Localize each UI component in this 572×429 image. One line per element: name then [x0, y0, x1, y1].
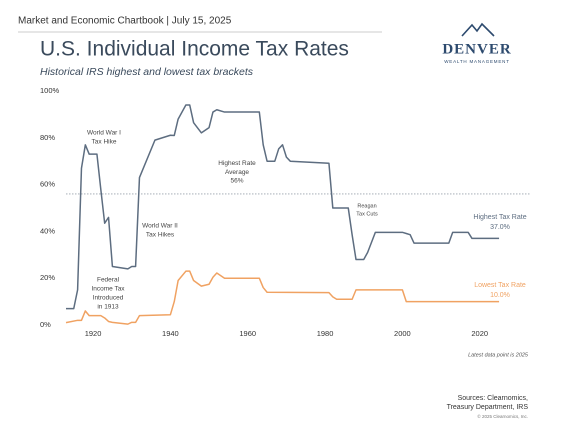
y-tick-label: 20%: [40, 273, 55, 282]
y-tick-label: 40%: [40, 226, 55, 235]
x-tick-label: 2000: [394, 329, 411, 338]
legend-label: Lowest Tax Rate: [474, 282, 526, 289]
logo-name: DENVER: [442, 41, 511, 57]
end-value-label: 37.0%: [490, 224, 510, 231]
annotation: World War II: [142, 223, 178, 230]
x-tick-label: 1940: [162, 329, 179, 338]
annotation: Introduced: [93, 295, 124, 302]
y-tick-label: 60%: [40, 180, 55, 189]
logo-mountains: [461, 22, 495, 37]
end-value-label: 10.0%: [490, 292, 510, 299]
x-tick-label: 1960: [239, 329, 256, 338]
y-tick-label: 80%: [40, 133, 55, 142]
copyright: © 2025 Clearnomics, Inc.: [477, 413, 528, 419]
annotation: Tax Cuts: [356, 211, 378, 217]
annotation: Reagan: [357, 203, 376, 209]
header: Market and Economic Chartbook | July 15,…: [18, 16, 232, 27]
annotation: Tax Hikes: [146, 232, 175, 239]
note: Latest data point is 2025: [468, 352, 529, 358]
series-line: [66, 104, 500, 310]
x-tick-label: 1920: [85, 329, 102, 338]
source: Treasury Department, IRS: [447, 404, 529, 411]
chart-subtitle: Historical IRS highest and lowest tax br…: [40, 66, 254, 78]
annotation: Tax Hike: [92, 139, 117, 146]
chart-title: U.S. Individual Income Tax Rates: [40, 38, 349, 61]
average-name: Highest Rate Average: [218, 160, 256, 176]
x-tick-label: 1980: [317, 329, 334, 338]
y-tick-label: 100%: [40, 86, 60, 95]
annotation: in 1913: [97, 304, 119, 311]
y-tick-label: 0%: [40, 320, 51, 329]
legend-label: Highest Tax Rate: [473, 214, 526, 221]
x-tick-label: 2020: [471, 329, 488, 338]
average-label: 56%: [230, 178, 243, 185]
series-line: [65, 270, 500, 325]
annotation: World War I: [87, 130, 121, 137]
source: Sources: Clearnomics,: [458, 395, 528, 402]
logo: DENVER WEALTH MANAGEMENT: [442, 22, 511, 64]
annotation: Income Tax: [91, 286, 125, 293]
annotation: Federal: [97, 277, 120, 284]
logo-tagline: WEALTH MANAGEMENT: [444, 59, 510, 64]
